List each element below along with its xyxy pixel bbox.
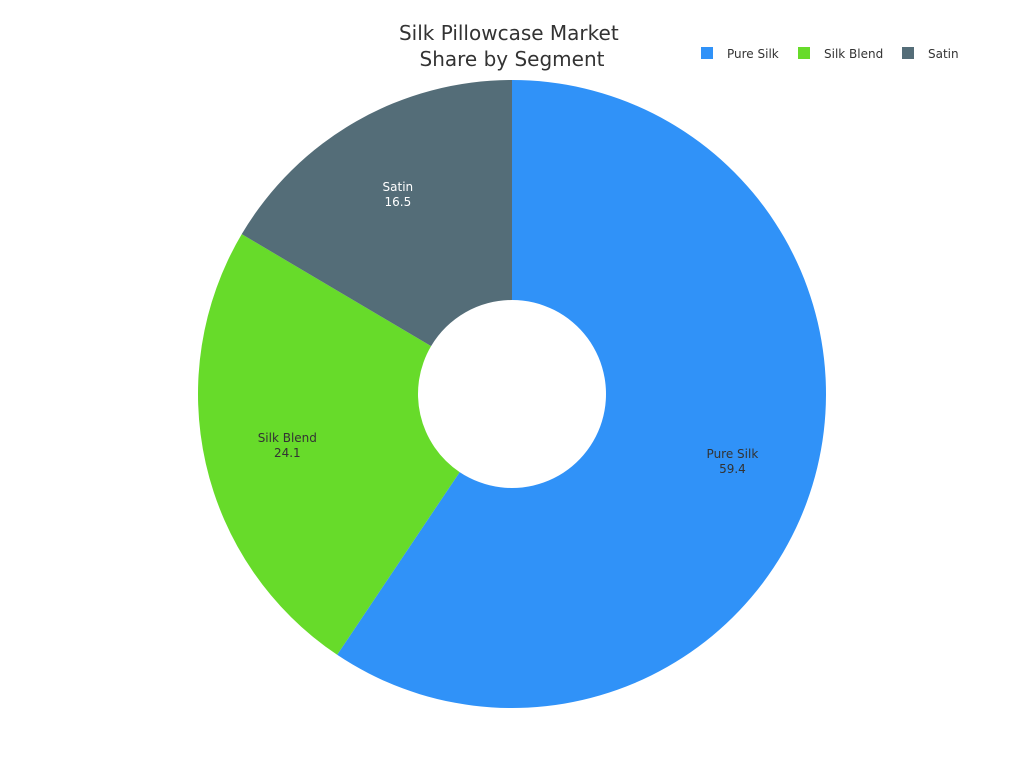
pie-slices	[197, 80, 826, 708]
slice-label-pure-silk: Pure Silk 59.4	[707, 447, 759, 476]
legend-swatch	[701, 47, 713, 59]
slice-label-value: 59.4	[719, 462, 746, 476]
legend-swatch	[798, 47, 810, 59]
slice-label-silk-blend: Silk Blend 24.1	[258, 431, 317, 460]
legend-label: Pure Silk	[727, 47, 779, 61]
legend-item-satin[interactable]: Satin	[902, 47, 959, 61]
slice-label-value: 24.1	[274, 446, 301, 460]
slice-label-category: Satin	[383, 180, 414, 194]
slice-silk-blend[interactable]	[197, 234, 460, 655]
legend-item-pure-silk[interactable]: Pure Silk	[701, 47, 779, 61]
slice-label-category: Silk Blend	[258, 431, 317, 445]
chart-title: Silk Pillowcase Market Share by Segment	[399, 21, 625, 71]
legend-swatch	[902, 47, 914, 59]
legend-label: Satin	[928, 47, 959, 61]
legend-item-silk-blend[interactable]: Silk Blend	[798, 47, 883, 61]
legend: Pure Silk Silk Blend Satin	[701, 47, 959, 61]
chart-title-line-1: Silk Pillowcase Market	[399, 21, 619, 45]
slice-label-category: Pure Silk	[707, 447, 759, 461]
chart-title-line-2: Share by Segment	[420, 47, 605, 71]
slice-label-value: 16.5	[384, 195, 411, 209]
slice-pure-silk[interactable]	[337, 80, 826, 708]
slice-satin[interactable]	[241, 80, 513, 347]
slice-label-satin: Satin 16.5	[383, 180, 414, 209]
slice-labels: Pure Silk 59.4 Silk Blend 24.1 Satin 16.5	[258, 180, 759, 476]
legend-label: Silk Blend	[824, 47, 883, 61]
